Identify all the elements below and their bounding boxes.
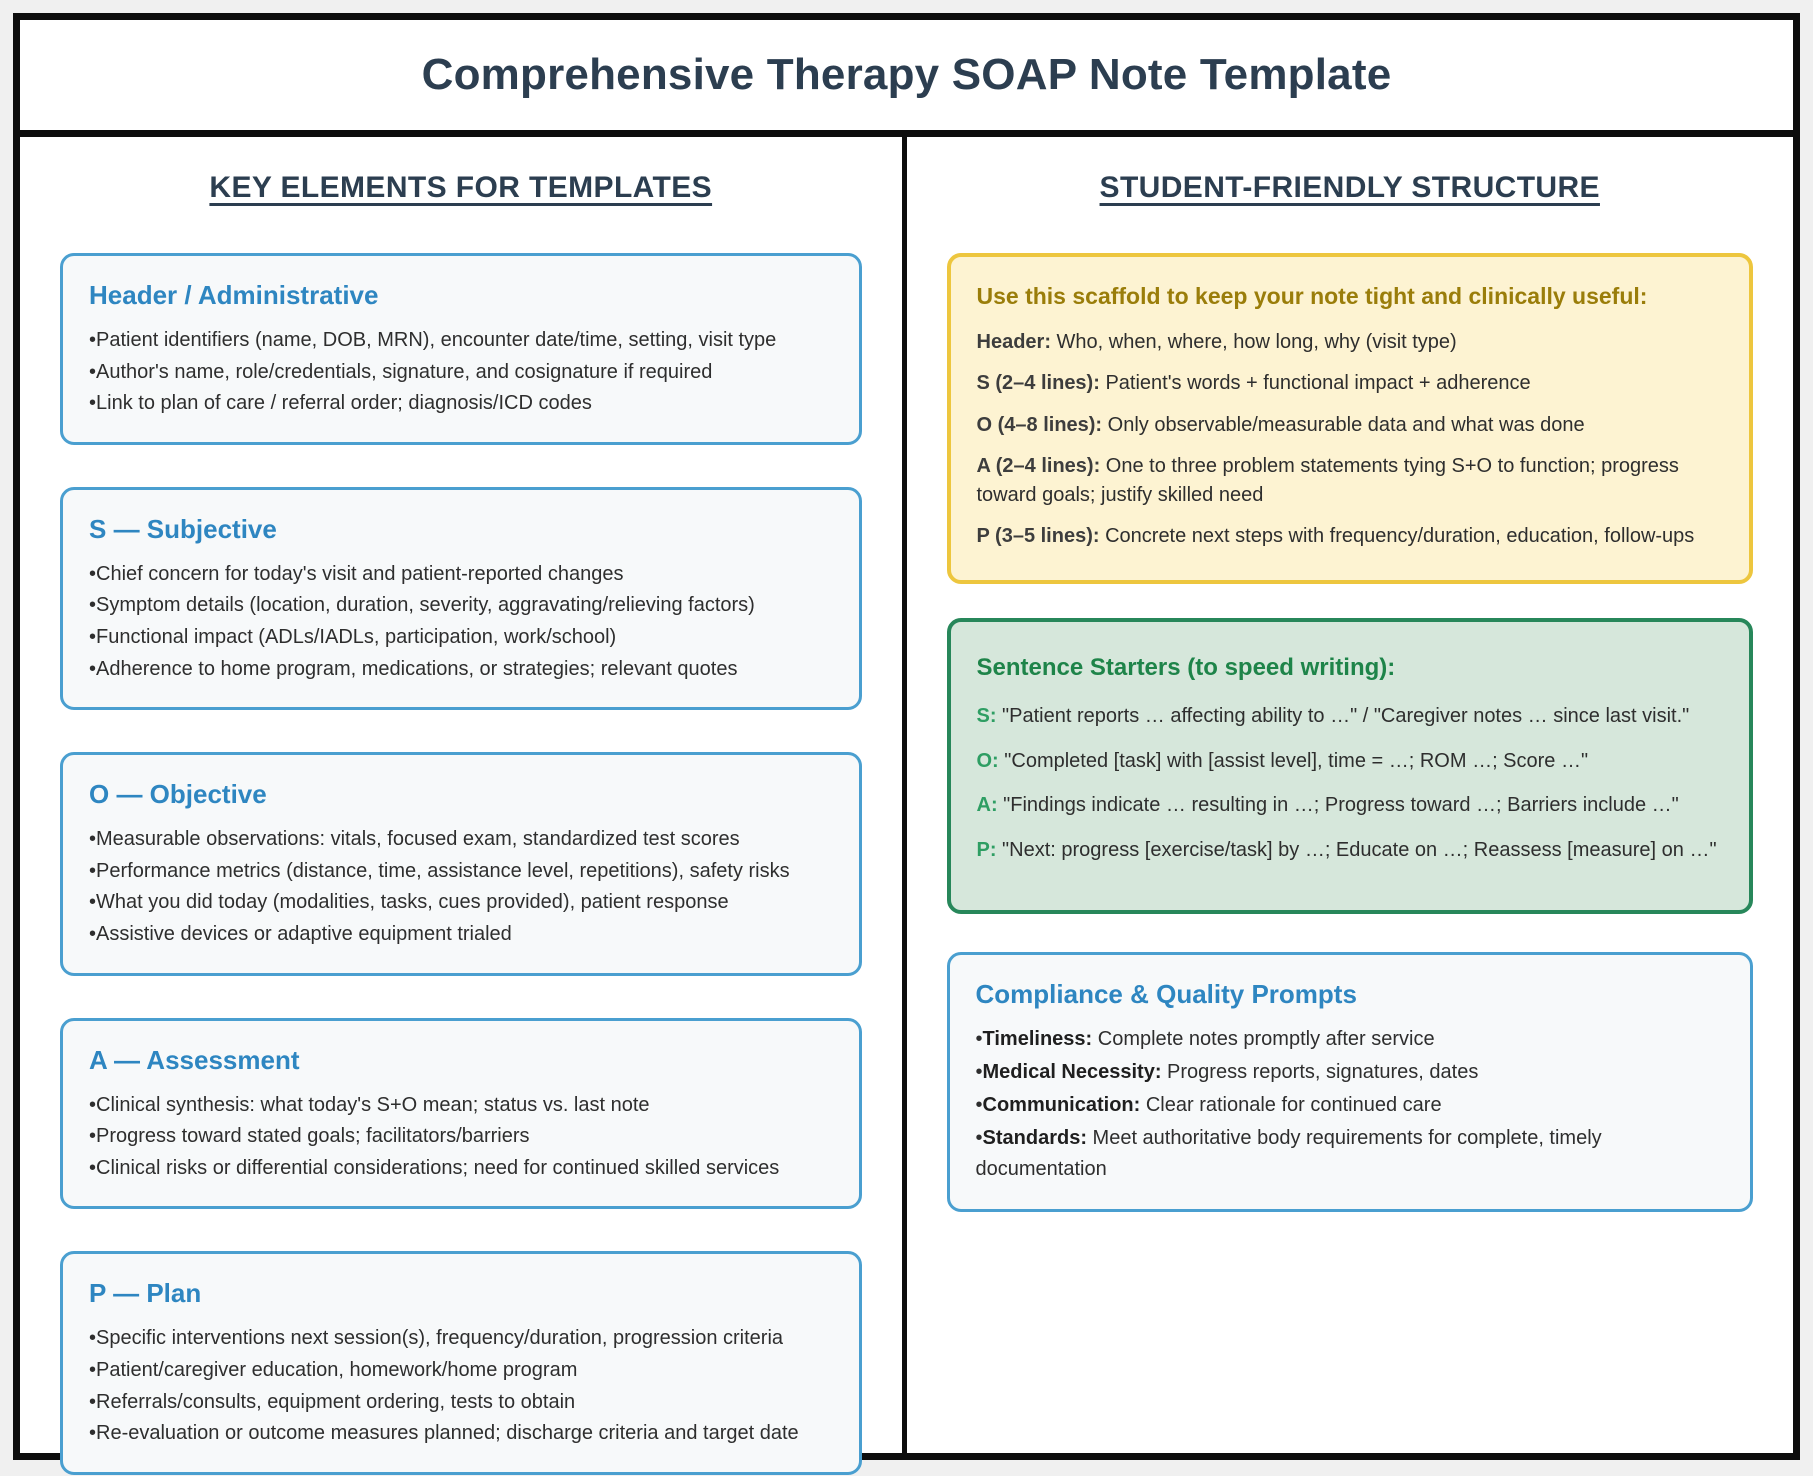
bullet-item: Chief concern for today's visit and pati… xyxy=(89,559,833,591)
sentence-starters-box: Sentence Starters (to speed writing): S:… xyxy=(946,618,1753,914)
compliance-box: Compliance & Quality Prompts Timeliness:… xyxy=(946,951,1753,1212)
scaffold-box-title: Use this scaffold to keep your note tigh… xyxy=(976,283,1648,309)
document-frame: Comprehensive Therapy SOAP Note Template… xyxy=(13,13,1800,1475)
line-label: Communication: xyxy=(982,1093,1141,1116)
line-text: Complete notes promptly after service xyxy=(1092,1027,1435,1050)
line-text: Concrete next steps with frequency/durat… xyxy=(1099,524,1695,547)
bullet-item: What you did today (modalities, tasks, c… xyxy=(89,887,833,919)
page-title: Comprehensive Therapy SOAP Note Template xyxy=(421,50,1392,99)
line-text: Who, when, where, how long, why (visit t… xyxy=(1050,331,1457,353)
right-column-heading: STUDENT-FRIENDLY STRUCTURE xyxy=(1099,171,1600,204)
sentence-starters-title: Sentence Starters (to speed writing): xyxy=(976,654,1396,682)
box-title-subjective: S — Subjective xyxy=(89,513,277,544)
line-text: Clear rationale for continued care xyxy=(1140,1093,1442,1116)
bullet-item: Functional impact (ADLs/IADLs, participa… xyxy=(89,622,833,654)
bullet-list: Measurable observations: vitals, focused… xyxy=(89,824,833,950)
line-label: P: xyxy=(976,838,997,861)
line-label: S: xyxy=(976,705,997,728)
line-label: P (3–5 lines): xyxy=(976,524,1100,547)
labeled-line: Header: Who, when, where, how long, why … xyxy=(977,328,1724,356)
line-text: Progress reports, signatures, dates xyxy=(1161,1060,1479,1083)
bullet-item: Progress toward stated goals; facilitato… xyxy=(89,1121,833,1153)
box-title-assessment: A — Assessment xyxy=(89,1044,300,1075)
line-text: "Completed [task] with [assist level], t… xyxy=(998,749,1589,772)
bullet-item: Referrals/consults, equipment ordering, … xyxy=(89,1387,833,1419)
bullet-item: Clinical synthesis: what today's S+O mea… xyxy=(89,1090,833,1122)
scaffold-lines: Header: Who, when, where, how long, why … xyxy=(977,328,1724,550)
section-box-assessment: A — Assessment Clinical synthesis: what … xyxy=(60,1017,862,1210)
bullet-item: Adherence to home program, medications, … xyxy=(89,654,833,686)
box-title-plan: P — Plan xyxy=(89,1278,202,1309)
labeled-line: Communication: Clear rationale for conti… xyxy=(976,1090,1725,1121)
line-label: Header: xyxy=(976,331,1051,353)
line-label: A: xyxy=(976,794,998,817)
section-box-objective: O — Objective Measurable observations: v… xyxy=(60,752,862,976)
bullet-item: Performance metrics (distance, time, ass… xyxy=(89,856,833,888)
bullet-item: Link to plan of care / referral order; d… xyxy=(89,388,833,420)
line-label: Timeliness: xyxy=(982,1027,1093,1050)
labeled-line: O: "Completed [task] with [assist level]… xyxy=(977,747,1724,775)
line-text: "Patient reports … affecting ability to … xyxy=(996,705,1690,728)
line-text: Only observable/measurable data and what… xyxy=(1102,413,1585,436)
sentence-starter-lines: S: "Patient reports … affecting ability … xyxy=(977,702,1724,864)
line-label: O (4–8 lines): xyxy=(976,413,1103,436)
bullet-item: Assistive devices or adaptive equipment … xyxy=(89,919,833,951)
line-label: Standards: xyxy=(982,1126,1087,1149)
bullet-list: Chief concern for today's visit and pati… xyxy=(89,559,833,685)
columns: KEY ELEMENTS FOR TEMPLATES Header / Admi… xyxy=(20,137,1794,1475)
bullet-item: Clinical risks or differential considera… xyxy=(89,1153,833,1185)
bullet-item: Patient/caregiver education, homework/ho… xyxy=(89,1355,833,1387)
compliance-box-title: Compliance & Quality Prompts xyxy=(975,978,1357,1009)
labeled-line: O (4–8 lines): Only observable/measurabl… xyxy=(977,411,1724,439)
right-column: STUDENT-FRIENDLY STRUCTURE Use this scaf… xyxy=(907,137,1794,1453)
section-box-subjective: S — Subjective Chief concern for today's… xyxy=(60,486,862,711)
bullet-list: Clinical synthesis: what today's S+O mea… xyxy=(89,1090,833,1185)
labeled-line: A: "Findings indicate … resulting in …; … xyxy=(977,791,1724,819)
line-label: O: xyxy=(976,749,999,772)
left-column-heading: KEY ELEMENTS FOR TEMPLATES xyxy=(209,171,713,204)
section-box-plan: P — Plan Specific interventions next ses… xyxy=(60,1251,862,1475)
line-text: Patient's words + functional impact + ad… xyxy=(1099,372,1531,395)
line-text: One to three problem statements tying S+… xyxy=(976,455,1679,506)
bullet-item: Specific interventions next session(s), … xyxy=(89,1323,833,1355)
labeled-line: S: "Patient reports … affecting ability … xyxy=(977,702,1724,730)
line-label: Medical Necessity: xyxy=(982,1060,1162,1083)
line-text: "Next: progress [exercise/task] by …; Ed… xyxy=(996,838,1717,861)
box-title-header-administrative: Header / Administrative xyxy=(89,280,379,310)
bullet-item: Symptom details (location, duration, sev… xyxy=(89,590,833,622)
line-label: S (2–4 lines): xyxy=(976,372,1100,395)
line-text: "Findings indicate … resulting in …; Pro… xyxy=(997,794,1679,817)
line-text: Meet authoritative body requirements for… xyxy=(975,1126,1602,1180)
scaffold-box: Use this scaffold to keep your note tigh… xyxy=(946,253,1753,585)
bullet-item: Patient identifiers (name, DOB, MRN), en… xyxy=(89,325,833,357)
bullet-list: Specific interventions next session(s), … xyxy=(89,1323,833,1449)
labeled-line: A (2–4 lines): One to three problem stat… xyxy=(977,452,1724,509)
labeled-line: Standards: Meet authoritative body requi… xyxy=(976,1123,1725,1185)
labeled-line: P: "Next: progress [exercise/task] by …;… xyxy=(977,836,1724,864)
bullet-item: Measurable observations: vitals, focused… xyxy=(89,824,833,856)
labeled-line: Timeliness: Complete notes promptly afte… xyxy=(976,1024,1725,1055)
box-title-objective: O — Objective xyxy=(89,779,267,810)
labeled-line: P (3–5 lines): Concrete next steps with … xyxy=(977,522,1724,550)
compliance-lines: Timeliness: Complete notes promptly afte… xyxy=(976,1024,1725,1185)
labeled-line: Medical Necessity: Progress reports, sig… xyxy=(976,1057,1725,1088)
left-column: KEY ELEMENTS FOR TEMPLATES Header / Admi… xyxy=(20,137,907,1475)
title-band: Comprehensive Therapy SOAP Note Template xyxy=(20,20,1793,137)
bullet-list: Patient identifiers (name, DOB, MRN), en… xyxy=(89,325,833,420)
labeled-line: S (2–4 lines): Patient's words + functio… xyxy=(977,369,1724,397)
bullet-item: Re-evaluation or outcome measures planne… xyxy=(89,1418,833,1450)
line-label: A (2–4 lines): xyxy=(976,455,1101,478)
section-box-header-administrative: Header / Administrative Patient identifi… xyxy=(60,253,862,445)
bullet-item: Author's name, role/credentials, signatu… xyxy=(89,357,833,389)
